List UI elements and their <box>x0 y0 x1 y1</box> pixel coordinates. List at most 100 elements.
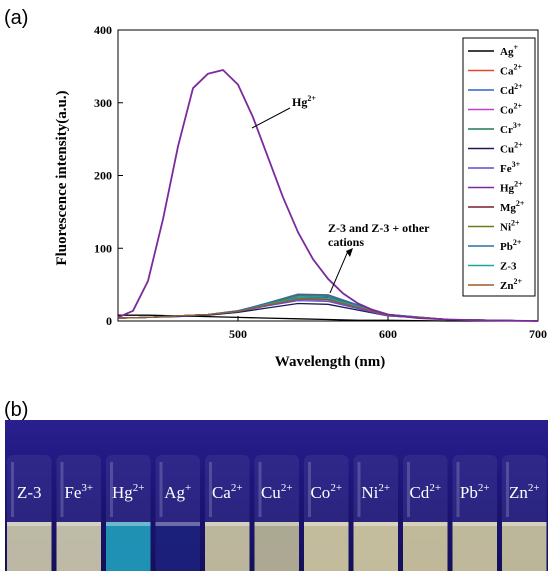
vial-meniscus <box>155 522 200 526</box>
legend-label: Cd2+ <box>500 82 523 97</box>
y-tick-label: 400 <box>94 23 112 37</box>
vial-meniscus <box>353 522 398 526</box>
vial-z3: Z-3 <box>7 455 52 571</box>
vial-highlight <box>258 462 262 517</box>
x-tick-label: 600 <box>379 327 397 341</box>
vial-liquid <box>155 522 200 571</box>
legend-item-ag: Ag+ <box>468 43 518 58</box>
legend-item-hg: Hg2+ <box>468 180 523 195</box>
vial-photo: Z-3 Fe3+ Hg2+ Ag+ Ca2+ Cu2+ Co2+ Ni2+ Cd2+ Pb2+ Zn… <box>5 420 548 571</box>
vial-liquid <box>205 522 250 571</box>
legend-item-cr: Cr3+ <box>468 121 522 136</box>
vial-ca2: Ca2+ <box>205 455 250 571</box>
vial-meniscus <box>56 522 101 526</box>
vial-liquid <box>56 522 101 571</box>
vial-highlight <box>506 462 509 517</box>
vial-label: Z-3 <box>17 483 42 502</box>
others-annotation-line1: Z-3 and Z-3 + other <box>328 221 430 235</box>
vial-label: Ca2+ <box>212 482 243 502</box>
legend-item-co: Co2+ <box>468 102 522 117</box>
vial-liquid <box>106 522 151 571</box>
legend: Ag+ Ca2+ Cd2+ Co2+ Cr3+ Cu2+ Fe3+ Hg2+ Mg2+ Ni2+ P… <box>462 37 536 297</box>
y-tick-label: 300 <box>94 96 112 110</box>
vial-fe3: Fe3+ <box>56 455 101 571</box>
y-tick-label: 200 <box>94 169 112 183</box>
legend-label: Co2+ <box>500 102 522 117</box>
vial-highlight <box>407 462 410 517</box>
legend-label: Cu2+ <box>500 141 523 156</box>
vial-zn2: Zn2+ <box>502 455 547 571</box>
vial-meniscus <box>452 522 497 526</box>
panel-label-a: (a) <box>4 7 28 29</box>
vial-cd2: Cd2+ <box>403 455 448 571</box>
legend-item-z-3: Z-3 <box>468 261 517 273</box>
vial-liquid <box>304 522 349 571</box>
vial-label: Hg2+ <box>112 482 145 502</box>
vial-label: Fe3+ <box>64 482 93 502</box>
legend-item-pb: Pb2+ <box>468 238 522 253</box>
series-lines <box>117 69 539 322</box>
vial-meniscus <box>7 522 52 526</box>
legend-label: Mg2+ <box>500 199 525 214</box>
others-annotation-arrow <box>329 250 349 294</box>
x-axis-title: Wavelength (nm) <box>275 354 385 370</box>
vial-label: Pb2+ <box>460 482 490 502</box>
axis-ticks: 500 600 700 0 100 200 300 400 <box>94 23 547 341</box>
vial-meniscus <box>304 522 349 526</box>
vial-hg2: Hg2+ <box>106 455 151 571</box>
chart-area: 500 600 700 0 100 200 300 400 Wavelength (nm) F… <box>54 23 547 370</box>
x-tick-label: 700 <box>529 327 547 341</box>
vial-liquid <box>403 522 448 571</box>
vial-liquid <box>353 522 398 571</box>
legend-box <box>462 37 536 297</box>
vial-highlight <box>209 462 212 517</box>
vial-co2: Co2+ <box>304 455 349 571</box>
vial-highlight <box>357 462 361 517</box>
legend-label: Ni2+ <box>500 219 520 234</box>
vial-liquid <box>502 522 547 571</box>
y-tick-label: 100 <box>94 241 112 255</box>
legend-item-fe: Fe3+ <box>468 160 521 175</box>
vial-label: Ni2+ <box>361 482 390 502</box>
vial-label: Co2+ <box>310 482 342 502</box>
vial-highlight <box>11 462 14 517</box>
hg-annotation-line <box>251 107 291 129</box>
vial-highlight <box>308 462 311 517</box>
vial-highlight <box>159 462 163 517</box>
legend-label: Ca2+ <box>500 63 522 78</box>
panel-label-b: (b) <box>4 399 28 421</box>
vial-highlight <box>60 462 64 517</box>
vial-label: Ag+ <box>164 482 191 502</box>
legend-item-cu: Cu2+ <box>468 141 523 156</box>
others-annotation-line2: cations <box>328 235 364 249</box>
vial-meniscus <box>106 522 151 526</box>
legend-label: Z-3 <box>500 261 517 273</box>
legend-item-ni: Ni2+ <box>468 219 520 234</box>
vial-highlight <box>456 462 460 517</box>
vial-meniscus <box>205 522 250 526</box>
vial-highlight <box>110 462 113 517</box>
legend-label: Ag+ <box>500 43 518 58</box>
legend-label: Pb2+ <box>500 238 522 253</box>
vial-liquid <box>254 522 299 571</box>
vial-meniscus <box>254 522 299 526</box>
others-annotation: Z-3 and Z-3 + other cations <box>328 221 430 294</box>
series-line-hg <box>117 69 539 322</box>
vial-liquid <box>452 522 497 571</box>
legend-label: Zn2+ <box>500 277 522 292</box>
legend-item-ca: Ca2+ <box>468 63 522 78</box>
legend-item-mg: Mg2+ <box>468 199 525 214</box>
legend-label: Fe3+ <box>500 160 521 175</box>
y-axis-title: Fluorescence intensity(a.u.) <box>54 90 70 265</box>
vial-meniscus <box>502 522 547 526</box>
legend-item-cd: Cd2+ <box>468 82 523 97</box>
legend-label: Cr3+ <box>500 121 522 136</box>
legend-label: Hg2+ <box>500 180 523 195</box>
hg-annotation-label: Hg2+ <box>292 94 316 109</box>
vial-liquid <box>7 522 52 571</box>
vial-label: Cu2+ <box>261 482 293 502</box>
vial-label: Cd2+ <box>409 482 441 502</box>
y-tick-label: 0 <box>106 314 112 328</box>
x-tick-label: 500 <box>229 327 247 341</box>
